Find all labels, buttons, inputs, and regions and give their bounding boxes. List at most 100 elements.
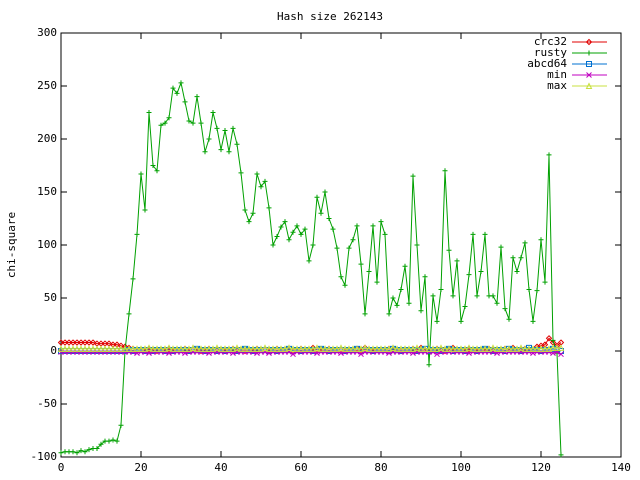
x-tick-label: 40 [214, 461, 227, 474]
point [254, 171, 260, 177]
point [210, 110, 216, 115]
point [493, 345, 501, 352]
point [325, 345, 333, 352]
point [289, 345, 297, 352]
legend-marker [586, 61, 592, 67]
point [338, 274, 344, 280]
point [445, 345, 453, 352]
point [134, 231, 140, 237]
series-line [61, 347, 561, 350]
point [553, 344, 561, 351]
point [510, 255, 516, 261]
point [118, 422, 124, 428]
point [393, 345, 401, 352]
point [238, 170, 244, 176]
point [454, 258, 460, 264]
legend-marker [586, 50, 592, 56]
point [242, 207, 248, 213]
x-tick-label: 140 [611, 461, 631, 474]
point [517, 344, 525, 351]
legend-label: crc32 [534, 35, 567, 48]
point [398, 287, 404, 293]
point [154, 168, 160, 174]
point [161, 345, 169, 352]
point [129, 345, 137, 352]
point [466, 272, 472, 278]
point [349, 345, 357, 352]
point [106, 438, 112, 444]
point [525, 345, 533, 352]
point [153, 345, 161, 352]
point [282, 219, 288, 225]
point [277, 345, 285, 352]
point [418, 308, 424, 314]
point [270, 242, 276, 248]
point [334, 245, 340, 251]
point [513, 345, 521, 352]
point [253, 345, 261, 352]
point [185, 345, 193, 352]
point [361, 344, 369, 351]
point [430, 293, 436, 299]
point [405, 345, 413, 352]
point [401, 345, 409, 352]
point [390, 295, 396, 301]
point [133, 345, 141, 352]
point [206, 136, 212, 142]
point [74, 450, 80, 456]
point [286, 237, 292, 243]
point [333, 345, 341, 352]
point [558, 452, 564, 458]
point [241, 345, 249, 352]
point [173, 345, 181, 352]
point [285, 344, 293, 351]
point [322, 189, 328, 195]
point [293, 345, 301, 352]
plot-frame [60, 32, 622, 458]
point [310, 242, 316, 248]
point [149, 345, 157, 352]
point [526, 287, 532, 293]
legend-marker [585, 82, 593, 89]
point [329, 345, 337, 352]
point [465, 344, 473, 351]
legend-label: min [547, 68, 567, 81]
y-tick-label: 250 [37, 79, 57, 92]
point [269, 345, 277, 352]
point [234, 141, 240, 147]
point [70, 449, 76, 455]
point [374, 279, 380, 285]
point [537, 345, 545, 352]
point [274, 234, 280, 240]
point [86, 447, 92, 453]
point [346, 245, 352, 251]
point [218, 147, 224, 153]
point [529, 345, 537, 352]
point [290, 229, 296, 235]
point [294, 223, 300, 229]
point [362, 311, 368, 317]
point [230, 125, 236, 131]
point [369, 345, 377, 352]
point [341, 345, 349, 352]
point [290, 351, 296, 358]
point [273, 345, 281, 352]
point [306, 258, 312, 264]
point [221, 345, 229, 352]
point [434, 351, 440, 358]
point [202, 149, 208, 155]
point [73, 345, 81, 352]
point [170, 85, 176, 91]
point [533, 345, 541, 352]
point [449, 345, 457, 352]
point [198, 120, 204, 126]
point [373, 345, 381, 352]
point [265, 345, 273, 352]
x-tick-label: 20 [134, 461, 147, 474]
point [426, 362, 432, 368]
point [302, 226, 308, 232]
point [150, 163, 156, 168]
point [113, 345, 121, 352]
point [326, 216, 332, 221]
